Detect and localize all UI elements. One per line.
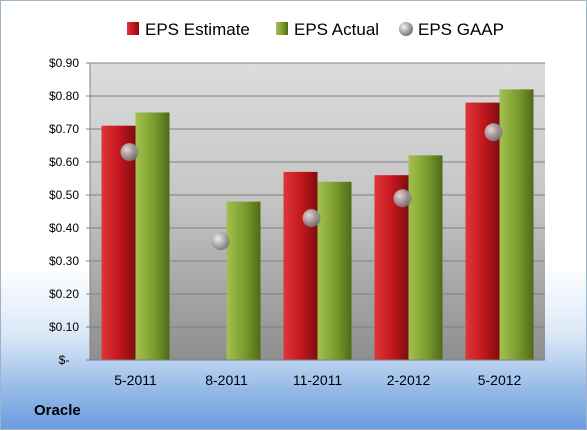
y-tick-label: $0.90 [49,56,79,70]
marker-eps-gaap [393,189,412,208]
y-tick-label: $0.80 [49,89,79,103]
bar-eps-actual [499,89,534,361]
y-tick-label: $0.50 [49,188,79,202]
y-tick-label: $0.30 [49,254,79,268]
x-tick-label: 8-2011 [205,372,248,388]
y-tick-label: $0.40 [49,221,79,235]
bar-eps-actual [408,155,443,360]
x-tick-label: 5-2012 [478,372,522,388]
x-tick-label: 11-2011 [293,372,343,388]
bar-eps-estimate [465,102,500,360]
legend-swatch [276,22,288,35]
y-tick-label: $0.60 [49,155,79,169]
bar-eps-estimate [283,171,318,360]
company-label: Oracle [34,402,81,419]
y-tick-label: $0.20 [49,287,79,301]
marker-eps-gaap [120,143,139,162]
bar-eps-estimate [101,125,136,360]
bars [101,89,534,361]
legend-swatch [399,22,413,36]
legend-swatch [127,22,139,35]
marker-eps-gaap [484,123,503,142]
bar-eps-actual [135,112,170,360]
gaap-markers [120,123,503,251]
legend: EPS Estimate EPS Actual EPS GAAP [127,20,504,39]
x-tick-label: 2-2012 [387,372,431,388]
y-tick-label: $0.10 [49,320,79,334]
y-tick-label: $- [59,353,70,367]
x-tick-label: 5-2011 [114,372,157,388]
marker-eps-gaap [302,209,321,228]
bar-eps-actual [226,201,261,360]
marker-eps-gaap [211,232,230,251]
legend-label: EPS Estimate [145,20,250,39]
legend-label: EPS Actual [294,20,379,39]
axes: $- $0.10 $0.20 $0.30 $0.40 $0.50 $0.60 $0.70 $0.… [49,56,545,388]
y-tick-label: $0.70 [49,122,79,136]
legend-label: EPS GAAP [418,20,504,39]
bar-eps-actual [317,181,352,360]
